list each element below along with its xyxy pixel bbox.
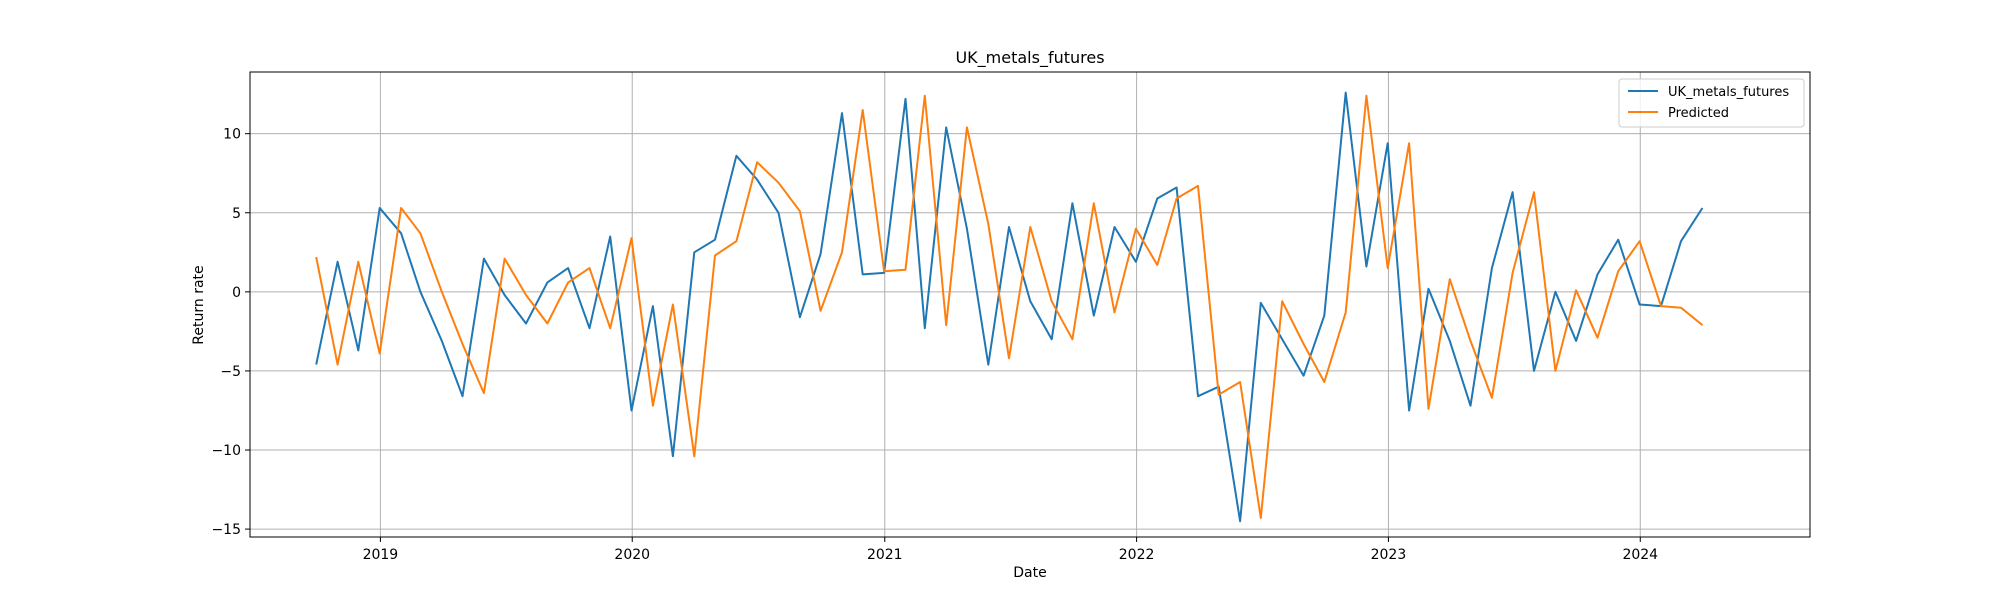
legend-box [1618,78,1805,128]
x-tick-label: 2020 [614,547,650,563]
series-line-uk-metals-futures [315,91,1704,523]
x-tick-label: 2021 [867,547,903,563]
x-axis-label: Date [1013,565,1046,581]
legend: UK_metals_futures Predicted [1618,78,1805,128]
legend-label-uk-metals-futures: UK_metals_futures [1668,85,1789,100]
y-tick-label: −15 [211,522,241,538]
plot-frame [249,71,1811,538]
legend-label-predicted: Predicted [1668,106,1729,121]
series-layer [315,91,1704,523]
y-tick-label: 10 [223,127,241,143]
y-tick-label: 5 [232,206,241,222]
x-tick-label: 2024 [1622,547,1658,563]
y-axis-label: Return rate [191,265,207,344]
y-tick-label: −5 [220,364,241,380]
y-tick-label: −10 [211,443,241,459]
x-tick-label: 2022 [1119,547,1155,563]
series-line-predicted [315,94,1704,519]
ticks: 2019 2020 2021 2022 2023 2024 −15 −10 −5 0 5 10 [211,127,1658,563]
grid [250,72,1810,537]
y-tick-label: 0 [232,285,241,301]
x-tick-label: 2023 [1371,547,1407,563]
chart-title: UK_metals_futures [955,48,1104,68]
x-tick-label: 2019 [363,547,399,563]
plot-background [250,72,1810,537]
